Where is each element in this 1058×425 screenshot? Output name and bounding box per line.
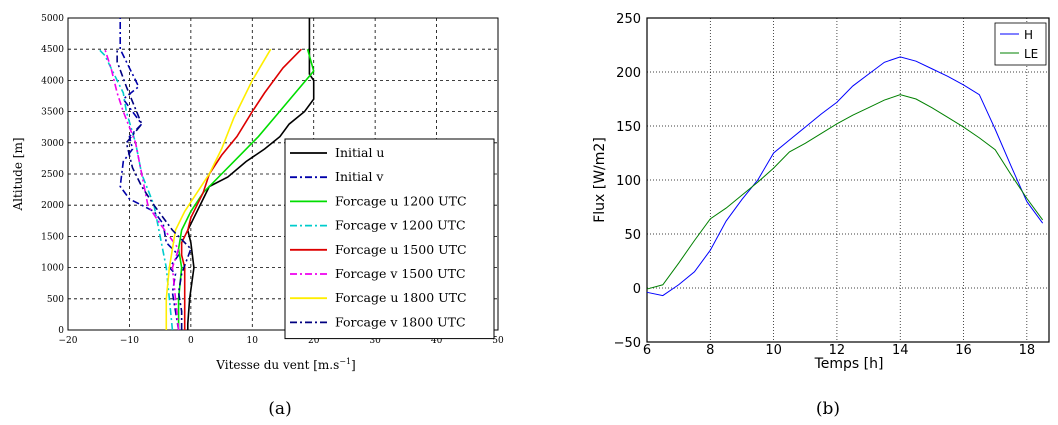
x-tick-label: 10 [247,336,259,346]
y-tick-label: 4500 [41,45,64,55]
x-tick-label: 6 [643,343,651,358]
series-line [646,94,1044,290]
legend-label: Forcage v 1500 UTC [335,266,466,281]
y-tick-label: −50 [614,336,641,351]
y-axis-label: Flux [W/m2] [592,137,608,223]
x-axis-label-exponent: −1 [339,357,351,366]
x-tick-label: 0 [188,336,194,346]
y-tick-label: 100 [616,174,641,189]
x-tick-label: −20 [59,336,78,346]
y-tick-label: 2000 [41,201,64,211]
y-tick-label: 3500 [41,108,64,118]
series-line [646,56,1044,297]
legend-label: LE [1024,47,1038,61]
legend-label: Forcage u 1800 UTC [335,290,467,305]
legend-label: Forcage u 1500 UTC [335,242,467,257]
x-tick-label: 14 [892,343,909,358]
y-tick-label: 0 [633,282,641,297]
x-axis-label: Vitesse du vent [m.s−1] [215,357,355,372]
caption-a: (a) [268,399,291,419]
y-tick-label: 1500 [41,232,64,242]
wind-profile-chart: −20 −10 0 10 20 30 40 5005001000150020002500300… [11,14,504,419]
y-tick-label: 250 [616,12,641,27]
y-tick-label: 0 [58,326,64,336]
x-tick-label: 12 [829,343,846,358]
legend-label: Forcage v 1200 UTC [335,218,466,233]
y-tick-label: 4000 [41,76,64,86]
x-tick-label: 30 [369,336,381,346]
y-axis-label: Altitude [m] [11,137,25,211]
x-tick-label: 10 [765,343,782,358]
legend-label: Forcage v 1800 UTC [335,314,466,329]
x-tick-label: 20 [308,336,320,346]
y-tick-label: 50 [624,228,641,243]
y-tick-label: 5000 [41,14,64,24]
y-tick-label: 3000 [41,139,64,149]
y-tick-label: 500 [47,295,64,305]
legend-label: Initial u [335,145,384,160]
x-tick-label: 40 [431,336,443,346]
series-line [177,48,315,330]
series-line [116,49,192,330]
x-axis-label-end: ] [351,358,356,372]
y-tick-label: 2500 [41,170,64,180]
plot-frame [67,17,499,331]
y-tick-label: 1000 [41,264,64,274]
legend-box [994,22,1047,66]
series-line [104,48,180,331]
series-line [186,18,315,330]
caption-b: (b) [816,399,840,419]
series-line [119,18,180,331]
series-line [165,48,272,330]
x-tick-label: −10 [120,336,139,346]
x-tick-label: 16 [955,343,972,358]
x-tick-label: 8 [706,343,714,358]
y-tick-label: 200 [616,66,641,81]
legend-box [284,138,495,340]
flux-chart: 6 8 10 12 14 16 18 −50 0 50 100 150 200 250 H LE Temps [… [592,12,1050,419]
legend-label: Initial v [335,169,384,184]
x-axis-label: Temps [h] [814,356,884,372]
series-line [180,48,302,330]
x-tick-label: 18 [1019,343,1036,358]
plot-frame [646,17,1050,343]
x-tick-label: 50 [492,336,504,346]
y-tick-label: 150 [616,120,641,135]
series-line [98,48,174,331]
legend-label: H [1024,28,1033,42]
legend-label: Forcage u 1200 UTC [335,193,467,208]
